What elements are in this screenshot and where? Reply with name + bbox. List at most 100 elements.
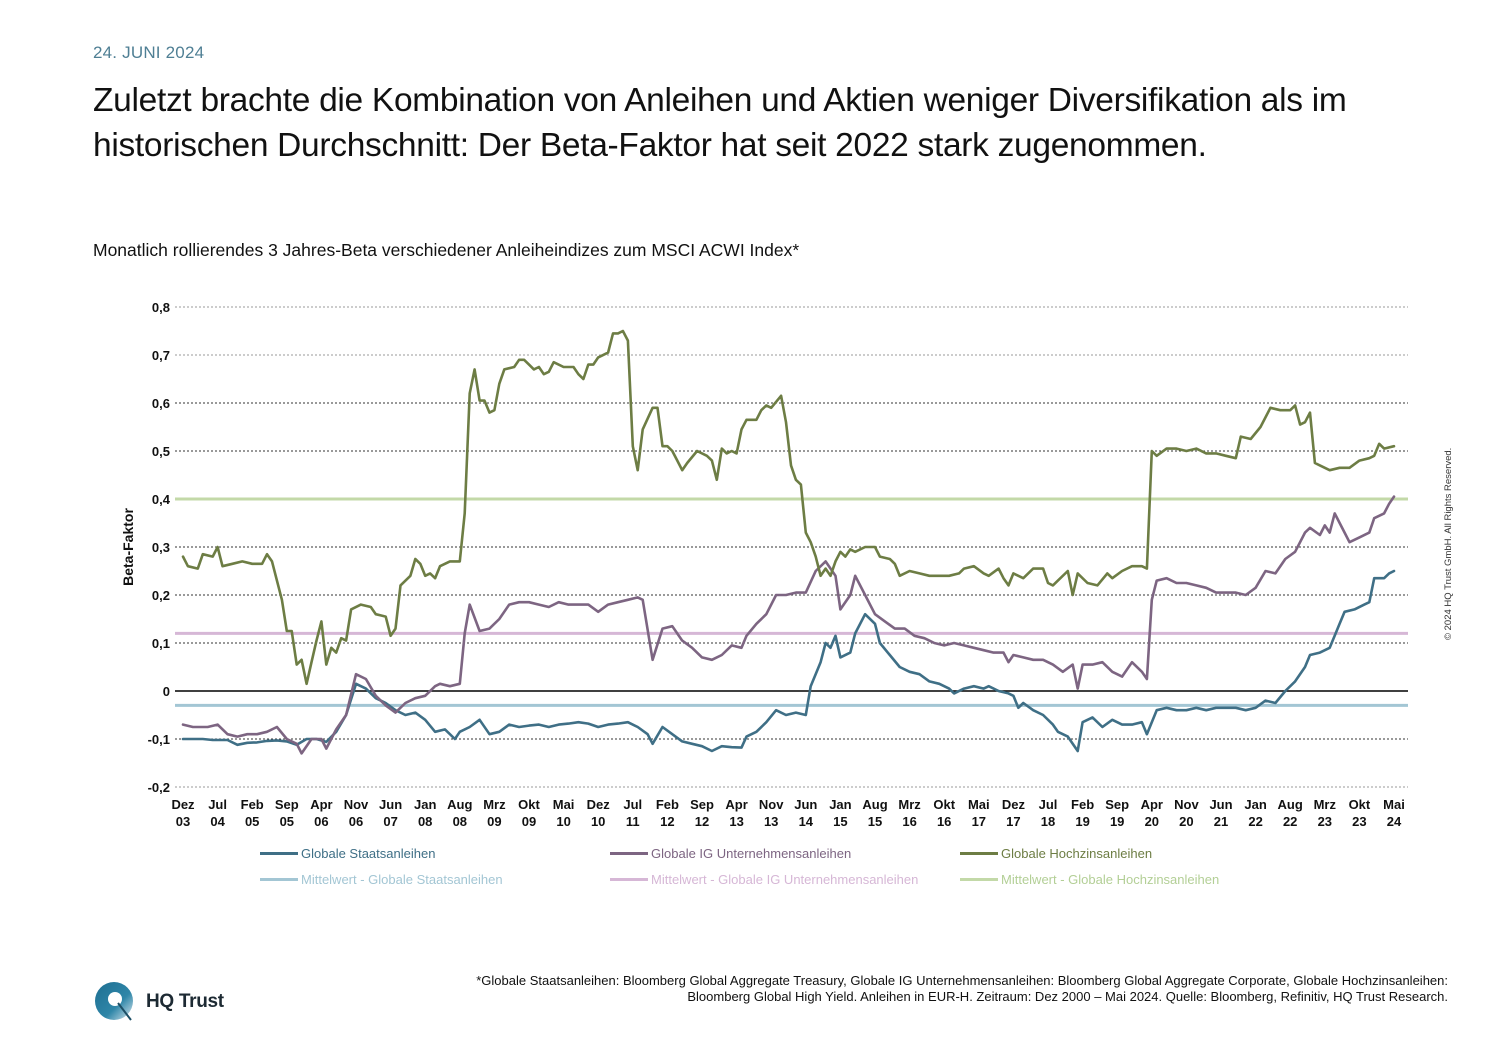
x-tick-label-month: Okt xyxy=(518,797,540,812)
x-tick-label-year: 13 xyxy=(729,814,743,829)
x-tick-label-month: Aug xyxy=(447,797,472,812)
x-tick-label-year: 04 xyxy=(210,814,225,829)
x-tick-label-year: 05 xyxy=(245,814,259,829)
x-axis-ticks: Dez 03 Jul 04 Feb 05 Sep 05 Apr 06 Nov 06 Jun 07 Jan 08… xyxy=(171,797,1404,829)
legend-swatch xyxy=(960,878,998,881)
x-tick-label-month: Jun xyxy=(379,797,402,812)
legend-item-mean-ig: Mittelwert - Globale IG Unternehmensanle… xyxy=(610,872,918,887)
x-tick-label-month: Sep xyxy=(690,797,714,812)
x-tick-label-year: 15 xyxy=(833,814,847,829)
x-tick-label-month: Dez xyxy=(171,797,195,812)
x-tick-label-year: 20 xyxy=(1145,814,1159,829)
x-tick-label-year: 03 xyxy=(176,814,190,829)
x-tick-label-month: Jan xyxy=(829,797,851,812)
y-tick-label: -0,2 xyxy=(148,780,170,795)
y-axis-ticks: 0,8 0,7 0,6 0,5 0,4 0,3 0,2 0,1 0 -0,1 -0,2 xyxy=(148,300,171,795)
x-tick-label-year: 12 xyxy=(695,814,709,829)
legend-swatch xyxy=(260,852,298,855)
x-tick-label-year: 23 xyxy=(1352,814,1366,829)
x-tick-label-month: Apr xyxy=(1141,797,1163,812)
x-tick-label-year: 09 xyxy=(487,814,501,829)
legend-swatch xyxy=(260,878,298,881)
x-tick-label-month: Sep xyxy=(275,797,299,812)
legend-swatch xyxy=(960,852,998,855)
x-tick-label-year: 14 xyxy=(799,814,814,829)
beta-line-chart: 0,8 0,7 0,6 0,5 0,4 0,3 0,2 0,1 0 -0,1 -0,2 Dez 03 J… xyxy=(120,300,1408,829)
legend-item-staatsanleihen: Globale Staatsanleihen xyxy=(260,846,435,861)
series-lines xyxy=(181,329,1396,755)
x-tick-label-month: Mai xyxy=(1383,797,1405,812)
x-tick-label-month: Aug xyxy=(1278,797,1303,812)
y-tick-label: 0,1 xyxy=(152,636,170,651)
x-tick-label-month: Nov xyxy=(1174,797,1199,812)
x-tick-label-year: 10 xyxy=(556,814,570,829)
chart-legend: Globale Staatsanleihen Globale IG Untern… xyxy=(260,846,1460,896)
x-tick-label-month: Feb xyxy=(1071,797,1094,812)
footnote-line-1: *Globale Staatsanleihen: Bloomberg Globa… xyxy=(476,973,1448,988)
series-line xyxy=(181,495,1396,755)
legend-item-hochzins: Globale Hochzinsanleihen xyxy=(960,846,1152,861)
legend-label: Globale Staatsanleihen xyxy=(301,846,436,861)
report-date: 24. JUNI 2024 xyxy=(93,43,205,62)
x-tick-label-year: 22 xyxy=(1283,814,1297,829)
x-tick-label-year: 24 xyxy=(1387,814,1402,829)
x-tick-label-year: 18 xyxy=(1041,814,1055,829)
x-tick-label-year: 09 xyxy=(522,814,536,829)
x-tick-label-month: Nov xyxy=(759,797,784,812)
x-tick-label-month: Okt xyxy=(933,797,955,812)
x-tick-label-month: Aug xyxy=(862,797,887,812)
x-tick-label-year: 08 xyxy=(453,814,467,829)
x-tick-label-year: 22 xyxy=(1248,814,1262,829)
x-tick-label-year: 16 xyxy=(937,814,951,829)
x-tick-label-month: Mrz xyxy=(1314,797,1337,812)
series-line xyxy=(181,329,1396,686)
y-tick-label: 0 xyxy=(163,684,170,699)
copyright-notice: © 2024 HQ Trust GmbH. All Rights Reserve… xyxy=(1443,447,1454,640)
legend-item-ig: Globale IG Unternehmensanleihen xyxy=(610,846,851,861)
x-tick-label-month: Dez xyxy=(587,797,611,812)
legend-label: Mittelwert - Globale Staatsanleihen xyxy=(301,872,503,887)
legend-item-mean-staatsanleihen: Mittelwert - Globale Staatsanleihen xyxy=(260,872,503,887)
legend-swatch xyxy=(610,878,648,881)
x-tick-label-month: Okt xyxy=(1349,797,1371,812)
hq-trust-logo: HQ Trust xyxy=(94,980,224,1024)
x-tick-label-month: Sep xyxy=(1105,797,1129,812)
x-tick-label-year: 17 xyxy=(972,814,986,829)
x-tick-label-month: Jul xyxy=(623,797,642,812)
x-tick-label-year: 10 xyxy=(591,814,605,829)
logo-text: HQ Trust xyxy=(146,991,224,1012)
x-tick-label-month: Nov xyxy=(344,797,369,812)
y-tick-label: 0,3 xyxy=(152,540,170,555)
x-tick-label-year: 05 xyxy=(280,814,294,829)
footnote: *Globale Staatsanleihen: Bloomberg Globa… xyxy=(348,973,1448,1005)
x-tick-label-month: Jul xyxy=(1039,797,1058,812)
mean-reference-lines xyxy=(175,497,1408,707)
x-tick-label-month: Mrz xyxy=(483,797,506,812)
x-tick-label-month: Jul xyxy=(208,797,227,812)
x-tick-label-year: 19 xyxy=(1075,814,1089,829)
y-tick-label: 0,2 xyxy=(152,588,170,603)
y-tick-label: 0,6 xyxy=(152,396,170,411)
x-tick-label-year: 11 xyxy=(626,814,640,829)
legend-label: Mittelwert - Globale IG Unternehmensanle… xyxy=(651,872,919,887)
x-tick-label-month: Mai xyxy=(968,797,990,812)
x-tick-label-year: 07 xyxy=(383,814,397,829)
x-tick-label-year: 17 xyxy=(1006,814,1020,829)
legend-label: Globale Hochzinsanleihen xyxy=(1001,846,1153,861)
series-line xyxy=(181,569,1396,753)
page-title: Zuletzt brachte die Kombination von Anle… xyxy=(93,82,1347,164)
x-tick-label-year: 16 xyxy=(902,814,916,829)
x-tick-label-year: 23 xyxy=(1318,814,1332,829)
x-tick-label-year: 06 xyxy=(314,814,328,829)
y-tick-label: 0,5 xyxy=(152,444,170,459)
x-tick-label-month: Mai xyxy=(553,797,575,812)
x-tick-label-month: Dez xyxy=(1002,797,1026,812)
legend-item-mean-hochzins: Mittelwert - Globale Hochzinsanleihen xyxy=(960,872,1219,887)
y-tick-label: 0,8 xyxy=(152,300,170,315)
chart-subtitle: Monatlich rollierendes 3 Jahres-Beta ver… xyxy=(93,240,800,260)
logo-q-icon xyxy=(95,982,133,1021)
legend-label: Mittelwert - Globale Hochzinsanleihen xyxy=(1001,872,1220,887)
y-tick-label: 0,7 xyxy=(152,348,170,363)
x-tick-label-year: 15 xyxy=(868,814,882,829)
x-tick-label-year: 06 xyxy=(349,814,363,829)
